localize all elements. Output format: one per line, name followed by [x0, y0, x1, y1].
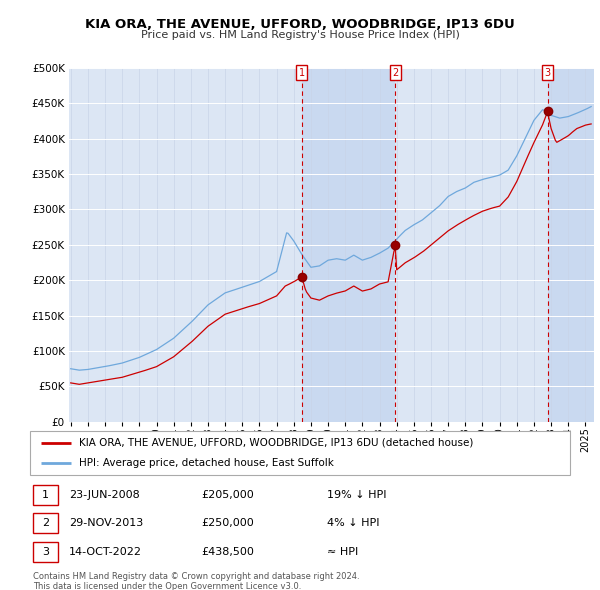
Text: 3: 3: [42, 547, 49, 556]
Text: 1: 1: [42, 490, 49, 500]
Text: ≈ HPI: ≈ HPI: [327, 547, 358, 556]
Text: 3: 3: [544, 68, 551, 78]
Text: £205,000: £205,000: [201, 490, 254, 500]
Text: HPI: Average price, detached house, East Suffolk: HPI: Average price, detached house, East…: [79, 458, 334, 468]
Text: This data is licensed under the Open Government Licence v3.0.: This data is licensed under the Open Gov…: [33, 582, 301, 590]
Bar: [302, 68, 395, 422]
Text: 29-NOV-2013: 29-NOV-2013: [69, 519, 143, 528]
Text: Price paid vs. HM Land Registry's House Price Index (HPI): Price paid vs. HM Land Registry's House …: [140, 30, 460, 40]
Text: KIA ORA, THE AVENUE, UFFORD, WOODBRIDGE, IP13 6DU (detached house): KIA ORA, THE AVENUE, UFFORD, WOODBRIDGE,…: [79, 438, 473, 448]
Text: 1: 1: [299, 68, 305, 78]
Text: 23-JUN-2008: 23-JUN-2008: [69, 490, 140, 500]
Text: 2: 2: [392, 68, 398, 78]
Text: £438,500: £438,500: [201, 547, 254, 556]
Text: 2: 2: [42, 519, 49, 528]
Text: £250,000: £250,000: [201, 519, 254, 528]
Text: Contains HM Land Registry data © Crown copyright and database right 2024.: Contains HM Land Registry data © Crown c…: [33, 572, 359, 581]
Text: 14-OCT-2022: 14-OCT-2022: [69, 547, 142, 556]
Text: KIA ORA, THE AVENUE, UFFORD, WOODBRIDGE, IP13 6DU: KIA ORA, THE AVENUE, UFFORD, WOODBRIDGE,…: [85, 18, 515, 31]
Text: 4% ↓ HPI: 4% ↓ HPI: [327, 519, 380, 528]
Text: 19% ↓ HPI: 19% ↓ HPI: [327, 490, 386, 500]
Bar: [548, 68, 594, 422]
